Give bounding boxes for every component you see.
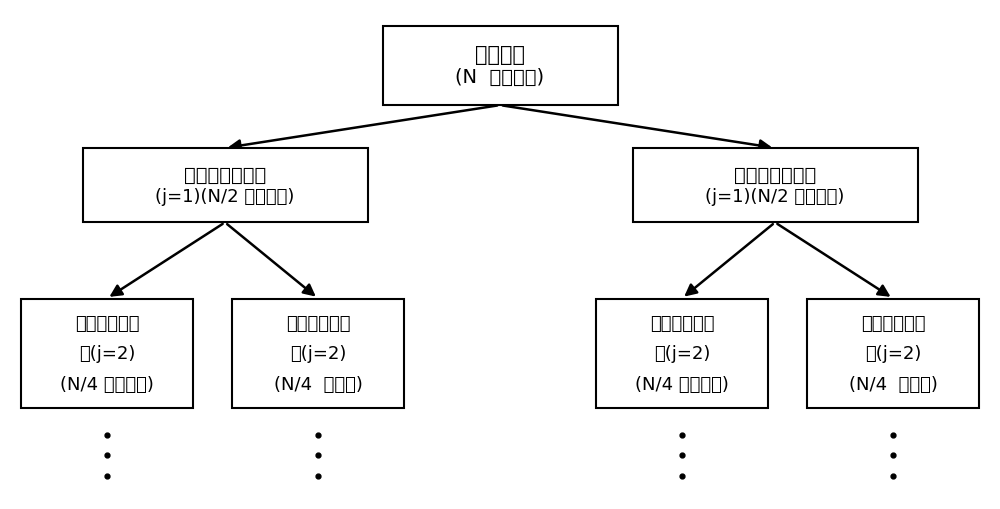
Text: (N/4  取样値): (N/4 取样値) — [849, 376, 937, 393]
Bar — [596, 299, 768, 408]
Bar — [21, 299, 193, 408]
Text: 节(j=2): 节(j=2) — [865, 345, 921, 363]
Text: 节(j=2): 节(j=2) — [290, 345, 346, 363]
Bar — [83, 149, 368, 223]
Text: 似(j=2): 似(j=2) — [654, 345, 710, 363]
Text: (j=1)(N/2 个取样値): (j=1)(N/2 个取样値) — [705, 187, 845, 205]
Text: 第一级低频近似: 第一级低频近似 — [184, 166, 266, 185]
Bar — [232, 299, 404, 408]
Text: 似(j=2): 似(j=2) — [79, 345, 135, 363]
Text: 第二级低频近: 第二级低频近 — [650, 314, 714, 332]
Text: 第二级高频细: 第二级高频细 — [861, 314, 925, 332]
Text: (N/4 个取样値): (N/4 个取样値) — [60, 376, 154, 393]
Text: (N  个取样値): (N 个取样値) — [455, 68, 545, 87]
Text: (j=1)(N/2 个取样値): (j=1)(N/2 个取样値) — [155, 187, 295, 205]
Text: (N/4 个取样値): (N/4 个取样値) — [635, 376, 729, 393]
Text: 原始信号: 原始信号 — [475, 45, 525, 65]
Bar — [382, 26, 618, 105]
Text: (N/4  取样値): (N/4 取样値) — [274, 376, 362, 393]
Bar — [807, 299, 979, 408]
Bar — [633, 149, 918, 223]
Text: 第二级低频近: 第二级低频近 — [75, 314, 139, 332]
Text: 第一级高频细节: 第一级高频细节 — [734, 166, 816, 185]
Text: 第二级高频细: 第二级高频细 — [286, 314, 350, 332]
